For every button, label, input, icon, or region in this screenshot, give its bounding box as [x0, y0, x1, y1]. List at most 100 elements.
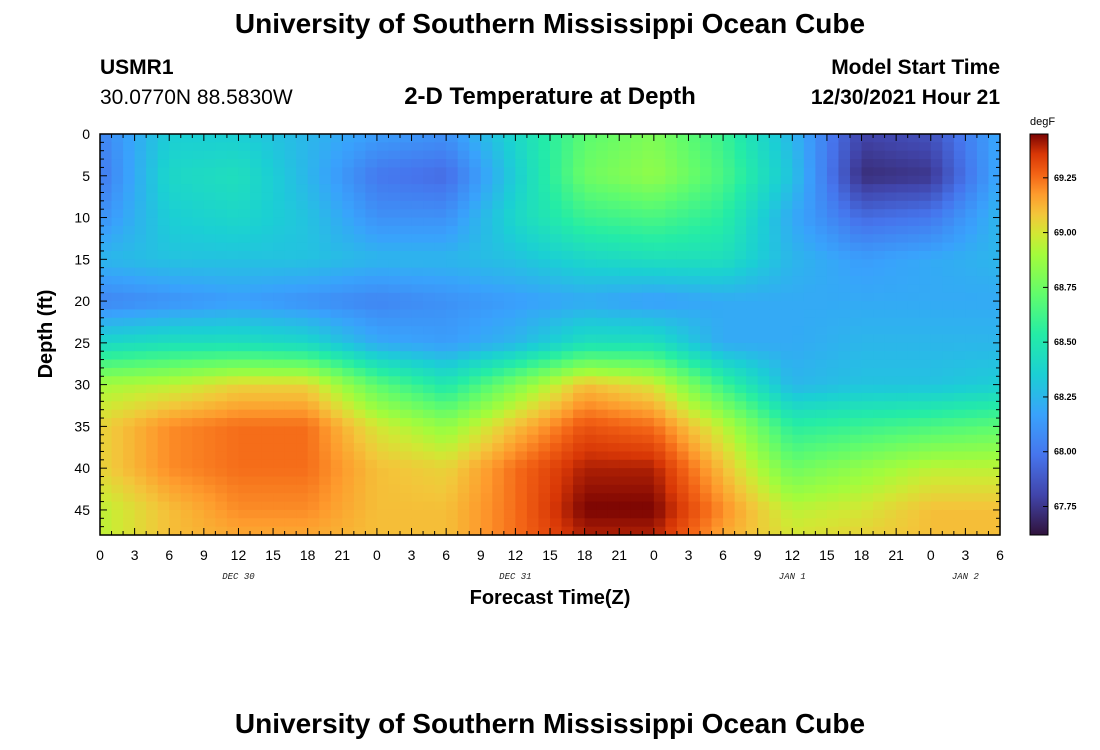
- heatmap-cell: [503, 317, 516, 327]
- heatmap-cell: [769, 359, 782, 369]
- heatmap-cell: [492, 484, 505, 494]
- heatmap-cell: [250, 192, 263, 202]
- heatmap-cell: [596, 451, 609, 461]
- heatmap-cell: [480, 301, 493, 311]
- heatmap-cell: [526, 167, 540, 177]
- heatmap-cell: [988, 150, 1001, 160]
- colorbar-unit: degF: [1030, 116, 1055, 128]
- heatmap-cell: [238, 150, 251, 160]
- heatmap-cell: [584, 351, 597, 361]
- heatmap-cell: [642, 276, 655, 285]
- heatmap-cell: [607, 317, 620, 327]
- heatmap-cell: [757, 192, 770, 202]
- heatmap-cell: [169, 476, 182, 486]
- heatmap-cell: [769, 334, 782, 344]
- heatmap-cell: [861, 134, 874, 143]
- heatmap-cell: [296, 493, 309, 503]
- heatmap-cell: [596, 334, 609, 344]
- heatmap-cell: [976, 184, 990, 194]
- heatmap-cell: [815, 175, 828, 185]
- heatmap-cell: [492, 317, 505, 327]
- heatmap-cell: [342, 526, 355, 536]
- heatmap-cell: [400, 167, 413, 177]
- heatmap-cell: [411, 409, 424, 419]
- heatmap-cell: [619, 217, 632, 227]
- heatmap-cell: [492, 401, 505, 411]
- heatmap-cell: [550, 443, 563, 453]
- heatmap-cell: [192, 376, 205, 386]
- heatmap-cell: [676, 225, 690, 235]
- heatmap-cell: [665, 309, 678, 319]
- heatmap-cell: [815, 326, 828, 336]
- heatmap-cell: [561, 309, 574, 319]
- heatmap-cell: [700, 451, 713, 461]
- heatmap-cell: [607, 367, 620, 377]
- heatmap-cell: [538, 209, 551, 219]
- heatmap-cell: [480, 351, 493, 361]
- heatmap-cell: [561, 351, 574, 361]
- heatmap-cell: [942, 392, 955, 402]
- heatmap-cell: [296, 142, 309, 152]
- heatmap-cell: [884, 334, 897, 344]
- heatmap-cell: [423, 418, 436, 427]
- heatmap-cell: [573, 451, 586, 461]
- heatmap-cell: [423, 342, 436, 352]
- heatmap-cell: [342, 217, 355, 227]
- heatmap-cell: [573, 518, 586, 528]
- heatmap-cell: [630, 250, 643, 260]
- heatmap-cell: [526, 234, 540, 244]
- heatmap-cell: [700, 334, 713, 344]
- heatmap-cell: [746, 342, 759, 352]
- heatmap-cell: [111, 359, 124, 369]
- heatmap-cell: [573, 242, 586, 252]
- heatmap-cell: [861, 301, 874, 311]
- heatmap-cell: [146, 250, 159, 260]
- heatmap-cell: [423, 292, 436, 302]
- heatmap-cell: [596, 384, 609, 394]
- heatmap-cell: [746, 376, 759, 386]
- heatmap-cell: [296, 309, 309, 319]
- heatmap-cell: [469, 284, 482, 294]
- heatmap-cell: [250, 150, 263, 160]
- heatmap-cell: [873, 150, 886, 160]
- heatmap-cell: [850, 159, 863, 169]
- heatmap-cell: [226, 134, 240, 143]
- heatmap-cell: [400, 234, 413, 244]
- heatmap-cell: [988, 384, 1001, 394]
- heatmap-cell: [642, 259, 655, 269]
- heatmap-cell: [169, 217, 182, 227]
- heatmap-cell: [203, 301, 216, 311]
- heatmap-cell: [469, 175, 482, 185]
- heatmap-cell: [815, 284, 828, 294]
- x-tick-label: 3: [961, 547, 969, 563]
- heatmap-cell: [803, 184, 816, 194]
- heatmap-cell: [838, 284, 851, 294]
- heatmap-cell: [123, 301, 136, 311]
- heatmap-cell: [734, 518, 747, 528]
- heatmap-cell: [919, 493, 932, 503]
- heatmap-cell: [400, 509, 413, 519]
- heatmap-cell: [388, 459, 401, 469]
- heatmap-cell: [826, 509, 840, 519]
- heatmap-cell: [850, 200, 863, 210]
- heatmap-cell: [676, 342, 690, 352]
- heatmap-cell: [919, 526, 932, 536]
- heatmap-cell: [376, 493, 390, 503]
- heatmap-cell: [492, 451, 505, 461]
- heatmap-cell: [319, 292, 332, 302]
- heatmap-cell: [353, 342, 366, 352]
- heatmap-cell: [111, 284, 124, 294]
- heatmap-cell: [111, 234, 124, 244]
- heatmap-cell: [203, 267, 216, 277]
- heatmap-cell: [250, 493, 263, 503]
- heatmap-cell: [434, 292, 447, 302]
- heatmap-cell: [169, 392, 182, 402]
- heatmap-cell: [619, 476, 632, 486]
- heatmap-cell: [307, 301, 320, 311]
- heatmap-cell: [100, 175, 113, 185]
- heatmap-cell: [919, 134, 932, 143]
- heatmap-cell: [550, 509, 563, 519]
- heatmap-cell: [907, 476, 920, 486]
- heatmap-cell: [480, 200, 493, 210]
- heatmap-cell: [169, 493, 182, 503]
